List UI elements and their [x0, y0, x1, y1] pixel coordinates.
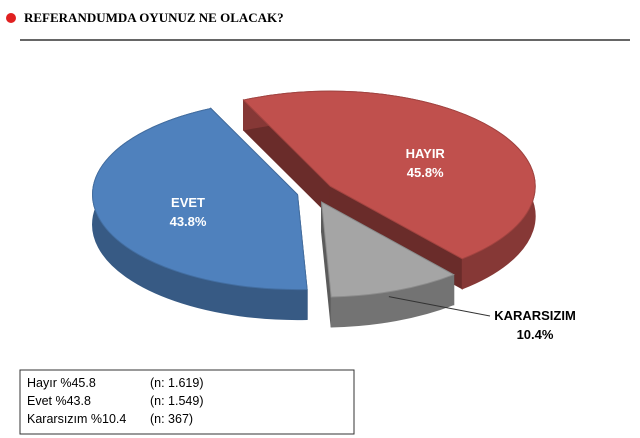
table-cell: Evet %43.8 [27, 394, 91, 408]
slice [320, 201, 455, 298]
slice-value-label: 45.8% [407, 165, 444, 180]
table-cell: (n: 367) [150, 412, 193, 426]
slice-value-label: 43.8% [170, 214, 207, 229]
slice-value-label: 10.4% [517, 327, 554, 342]
chart-title: REFERANDUMDA OYUNUZ NE OLACAK? [24, 10, 284, 25]
table-cell: (n: 1.549) [150, 394, 204, 408]
leader-line [388, 296, 491, 317]
slice [92, 107, 308, 291]
pie [92, 90, 536, 328]
title-bullet [6, 13, 16, 23]
slice [242, 90, 536, 260]
table-cell: Hayır %45.8 [27, 376, 96, 390]
slice-label: EVET [171, 195, 205, 210]
legend-table [19, 369, 355, 435]
slice-label: KARARSIZIM [494, 308, 576, 323]
table-cell: (n: 1.619) [150, 376, 204, 390]
table-cell: Kararsızım %10.4 [27, 412, 126, 426]
slice-label: HAYIR [406, 146, 446, 161]
